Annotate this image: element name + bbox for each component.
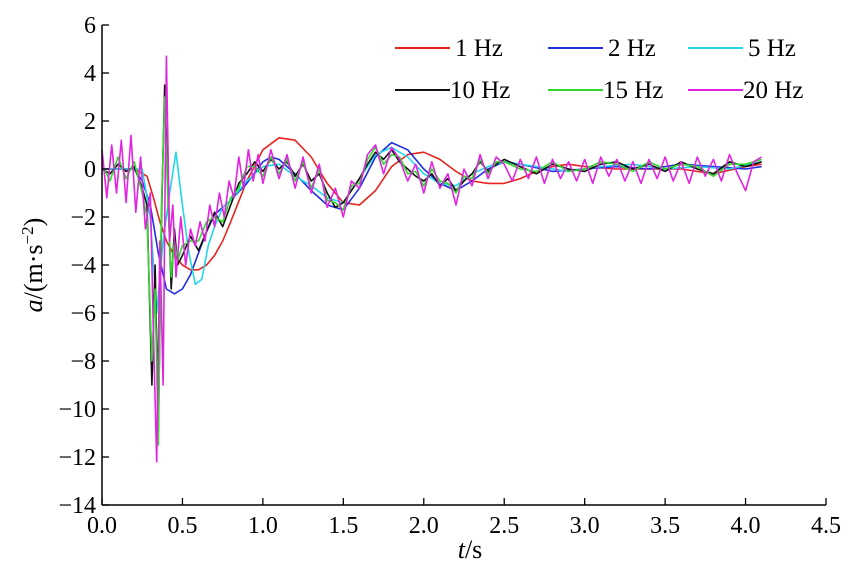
y-tick-label: 0 (84, 157, 96, 183)
y-tick-label: −6 (70, 301, 96, 327)
y-axis-title: a/(m·s−2) (18, 218, 49, 313)
y-tick-label: −8 (70, 349, 96, 375)
y-tick-label: −10 (58, 397, 96, 423)
y-tick-label: −4 (70, 253, 96, 279)
x-tick-label: 1.0 (248, 513, 278, 539)
x-tick-label: 3.5 (650, 513, 680, 539)
x-axis-title: t/s (458, 535, 483, 564)
legend-label: 1 Hz (455, 35, 503, 62)
legend-label: 20 Hz (743, 77, 803, 104)
legend-label: 5 Hz (748, 35, 796, 62)
x-tick-label: 0.0 (87, 513, 117, 539)
x-tick-label: 4.0 (731, 513, 761, 539)
axes: −14 −12 −10 −8 −6 −4 −2 0 2 4 6 0.0 0.5 1.0 1.5 2.0 2.5 3… (58, 13, 841, 539)
legend-label: 2 Hz (608, 35, 656, 62)
x-tick-label: 1.5 (328, 513, 358, 539)
legend-label: 10 Hz (450, 77, 510, 104)
series-layer (101, 55, 763, 463)
x-tick-label: 0.5 (167, 513, 197, 539)
legend: 1 Hz 2 Hz 5 Hz 10 Hz 15 Hz 20 Hz (395, 35, 803, 104)
y-tick-label: −14 (58, 493, 96, 519)
legend-label: 15 Hz (603, 77, 663, 104)
y-tick-label: −2 (70, 205, 96, 231)
series-line-20-hz (101, 55, 763, 463)
y-tick-label: −12 (58, 445, 96, 471)
x-tick-label: 3.0 (570, 513, 600, 539)
y-tick-label: 2 (84, 109, 96, 135)
series-line-1-hz (102, 137, 762, 271)
x-tick-label: 2.0 (409, 513, 439, 539)
series-line-10-hz (101, 84, 762, 434)
series-line-15-hz (101, 96, 762, 446)
x-tick-label: 4.5 (811, 513, 841, 539)
y-tick-label: 6 (84, 13, 96, 39)
y-tick-label: 4 (84, 61, 96, 87)
series-line-5-hz (102, 146, 762, 314)
x-tick-label: 2.5 (489, 513, 519, 539)
